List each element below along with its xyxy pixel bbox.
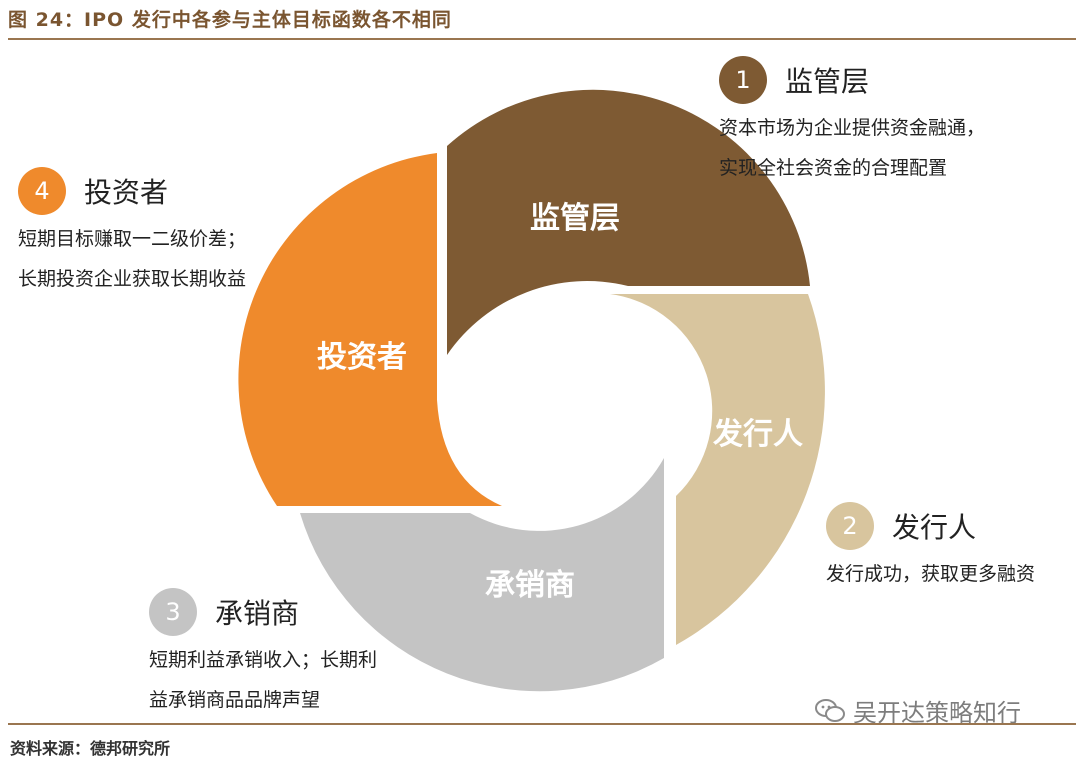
callout-heading-regulator: 监管层: [785, 65, 870, 98]
source-note: 资料来源：德邦研究所: [10, 739, 171, 758]
segment-label-investor: 投资者: [317, 340, 407, 375]
bottom-rule: [8, 723, 1076, 725]
callout-heading-investor: 投资者: [84, 176, 169, 209]
callout-heading-issuer: 发行人: [892, 511, 977, 544]
callout-desc-regulator: 资本市场为企业提供资金融通， 实现全社会资金的合理配置: [719, 108, 985, 188]
desc-line: 实现全社会资金的合理配置: [719, 157, 948, 179]
watermark: 吴开达策略知行: [815, 693, 1021, 728]
callout-heading-underwriter: 承销商: [215, 597, 300, 630]
desc-line: 资本市场为企业提供资金融通，: [719, 117, 986, 139]
number-badge-3: 3: [149, 588, 197, 636]
figure-title: 图 24：IPO 发行中各参与主体目标函数各不相同: [8, 9, 452, 31]
wechat-icon: [815, 698, 845, 722]
desc-line: 益承销商品品牌声望: [149, 689, 321, 711]
segment-label-underwriter: 承销商: [485, 568, 575, 603]
number-badge-2: 2: [826, 502, 874, 550]
desc-line: 长期投资企业获取长期收益: [18, 268, 247, 290]
callout-issuer: 2 发行人 发行成功，获取更多融资: [826, 502, 1035, 594]
callout-investor: 4 投资者 短期目标赚取一二级价差； 长期投资企业获取长期收益: [18, 167, 246, 299]
number-badge-4: 4: [18, 167, 66, 215]
watermark-text: 吴开达策略知行: [853, 699, 1021, 727]
desc-line: 短期利益承销收入；长期利: [149, 649, 378, 671]
desc-line: 短期目标赚取一二级价差；: [18, 228, 247, 250]
segment-label-regulator: 监管层: [530, 201, 620, 236]
number-badge-1: 1: [719, 56, 767, 104]
callout-desc-underwriter: 短期利益承销收入；长期利 益承销商品品牌声望: [149, 640, 377, 720]
segment-issuer: [610, 294, 825, 645]
desc-line: 发行成功，获取更多融资: [826, 563, 1036, 585]
top-rule: [8, 38, 1076, 40]
segment-regulator: [447, 89, 810, 355]
segment-label-issuer: 发行人: [712, 417, 803, 452]
callout-regulator: 1 监管层 资本市场为企业提供资金融通， 实现全社会资金的合理配置: [719, 56, 985, 188]
callout-desc-issuer: 发行成功，获取更多融资: [826, 554, 1035, 594]
callout-underwriter: 3 承销商 短期利益承销收入；长期利 益承销商品品牌声望: [149, 588, 377, 720]
callout-desc-investor: 短期目标赚取一二级价差； 长期投资企业获取长期收益: [18, 219, 246, 299]
segment-investor: [238, 153, 502, 506]
segment-underwriter: [300, 458, 664, 692]
